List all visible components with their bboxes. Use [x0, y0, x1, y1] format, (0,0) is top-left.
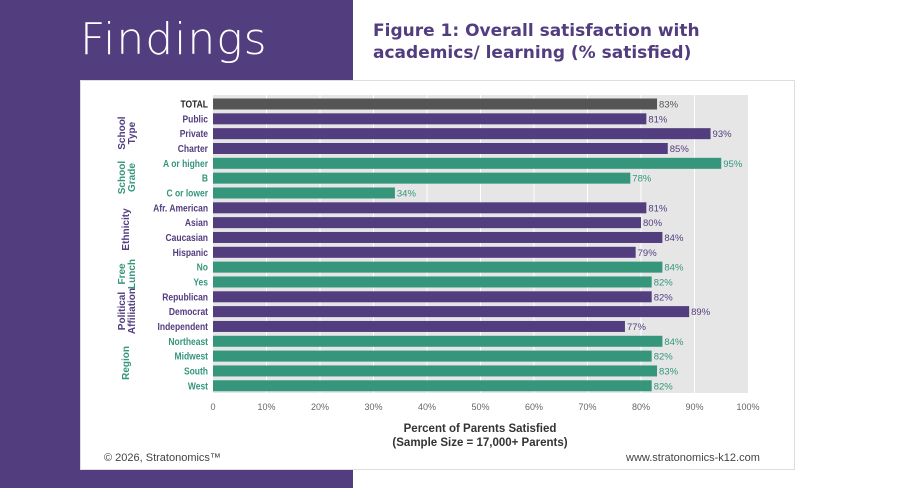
- category-label: Republican: [162, 292, 208, 303]
- data-label: 80%: [643, 218, 663, 229]
- category-label: Northeast: [168, 336, 208, 347]
- chart-title: Figure 1: Overall satisfaction with acad…: [373, 21, 700, 63]
- group-label: SchoolGrade: [117, 161, 138, 195]
- bar: [213, 380, 652, 392]
- x-tick-label: 30%: [364, 402, 382, 412]
- category-label: Democrat: [169, 306, 208, 317]
- category-label: Afr. American: [153, 203, 208, 214]
- website-url: www.stratonomics-k12.com: [626, 452, 760, 464]
- x-tick-label: 60%: [525, 402, 543, 412]
- category-label: Public: [183, 114, 208, 125]
- data-label: 83%: [659, 366, 679, 377]
- category-label: No: [197, 262, 209, 273]
- x-tick-label: 40%: [418, 402, 436, 412]
- bar: [213, 350, 652, 362]
- data-label: 93%: [713, 129, 733, 140]
- data-label: 82%: [654, 352, 674, 363]
- data-label: 81%: [648, 114, 668, 125]
- data-label: 77%: [627, 322, 647, 333]
- data-label: 82%: [654, 292, 674, 303]
- category-label: A or higher: [163, 158, 208, 169]
- x-axis-label: Percent of Parents Satisfied: [404, 423, 557, 435]
- x-tick-label: 50%: [471, 402, 489, 412]
- category-label: South: [184, 366, 208, 377]
- bar: [213, 172, 631, 184]
- x-axis-sublabel: (Sample Size = 17,000+ Parents): [392, 437, 567, 449]
- x-tick-label: 20%: [311, 402, 329, 412]
- x-tick-label: 90%: [685, 402, 703, 412]
- group-label: SchoolType: [117, 116, 138, 150]
- data-label: 82%: [654, 381, 674, 392]
- bar: [213, 187, 395, 199]
- category-label: Caucasian: [166, 232, 209, 243]
- bar: [213, 276, 652, 288]
- bar: [213, 217, 641, 229]
- bar: [213, 202, 647, 214]
- data-label: 81%: [648, 203, 668, 214]
- x-tick-label: 10%: [257, 402, 275, 412]
- bar: [213, 98, 658, 110]
- data-label: 84%: [664, 233, 684, 244]
- x-tick-label: 0: [210, 402, 215, 412]
- category-label: Asian: [185, 218, 208, 229]
- slide-heading: Findings: [80, 14, 268, 65]
- bar: [213, 231, 663, 243]
- data-label: 95%: [723, 159, 743, 170]
- bar: [213, 157, 722, 169]
- group-label: FreeLunch: [117, 259, 138, 289]
- data-label: 84%: [664, 263, 684, 274]
- data-label: 34%: [397, 188, 417, 199]
- category-label: TOTAL: [180, 99, 208, 110]
- bar: [213, 113, 647, 125]
- bar: [213, 246, 636, 258]
- x-tick-label: 80%: [632, 402, 650, 412]
- bar: [213, 291, 652, 303]
- x-tick-label: 70%: [578, 402, 596, 412]
- data-label: 89%: [691, 307, 711, 318]
- group-label: Ethnicity: [121, 208, 132, 251]
- copyright: © 2026, Stratonomics™: [104, 452, 221, 464]
- group-label: Region: [121, 346, 132, 380]
- data-label: 85%: [670, 144, 690, 155]
- category-label: Yes: [193, 277, 208, 288]
- bar: [213, 128, 711, 140]
- category-label: B: [202, 173, 208, 184]
- category-label: C or lower: [166, 188, 208, 199]
- category-label: Independent: [158, 321, 208, 332]
- bar: [213, 261, 663, 273]
- bar: [213, 306, 690, 318]
- category-label: Midwest: [175, 351, 208, 362]
- bar: [213, 335, 663, 347]
- data-label: 82%: [654, 277, 674, 288]
- category-label: West: [188, 381, 208, 392]
- data-label: 79%: [638, 248, 658, 259]
- category-label: Private: [180, 129, 208, 140]
- bar: [213, 142, 668, 154]
- category-label: Charter: [178, 143, 209, 154]
- data-label: 78%: [632, 174, 652, 185]
- bar: [213, 320, 625, 332]
- data-label: 84%: [664, 337, 684, 348]
- bar: [213, 365, 658, 377]
- group-label: PoliticalAffiliation: [117, 288, 138, 334]
- x-tick-label: 100%: [736, 402, 759, 412]
- category-label: Hispanic: [173, 247, 208, 258]
- data-label: 83%: [659, 100, 679, 111]
